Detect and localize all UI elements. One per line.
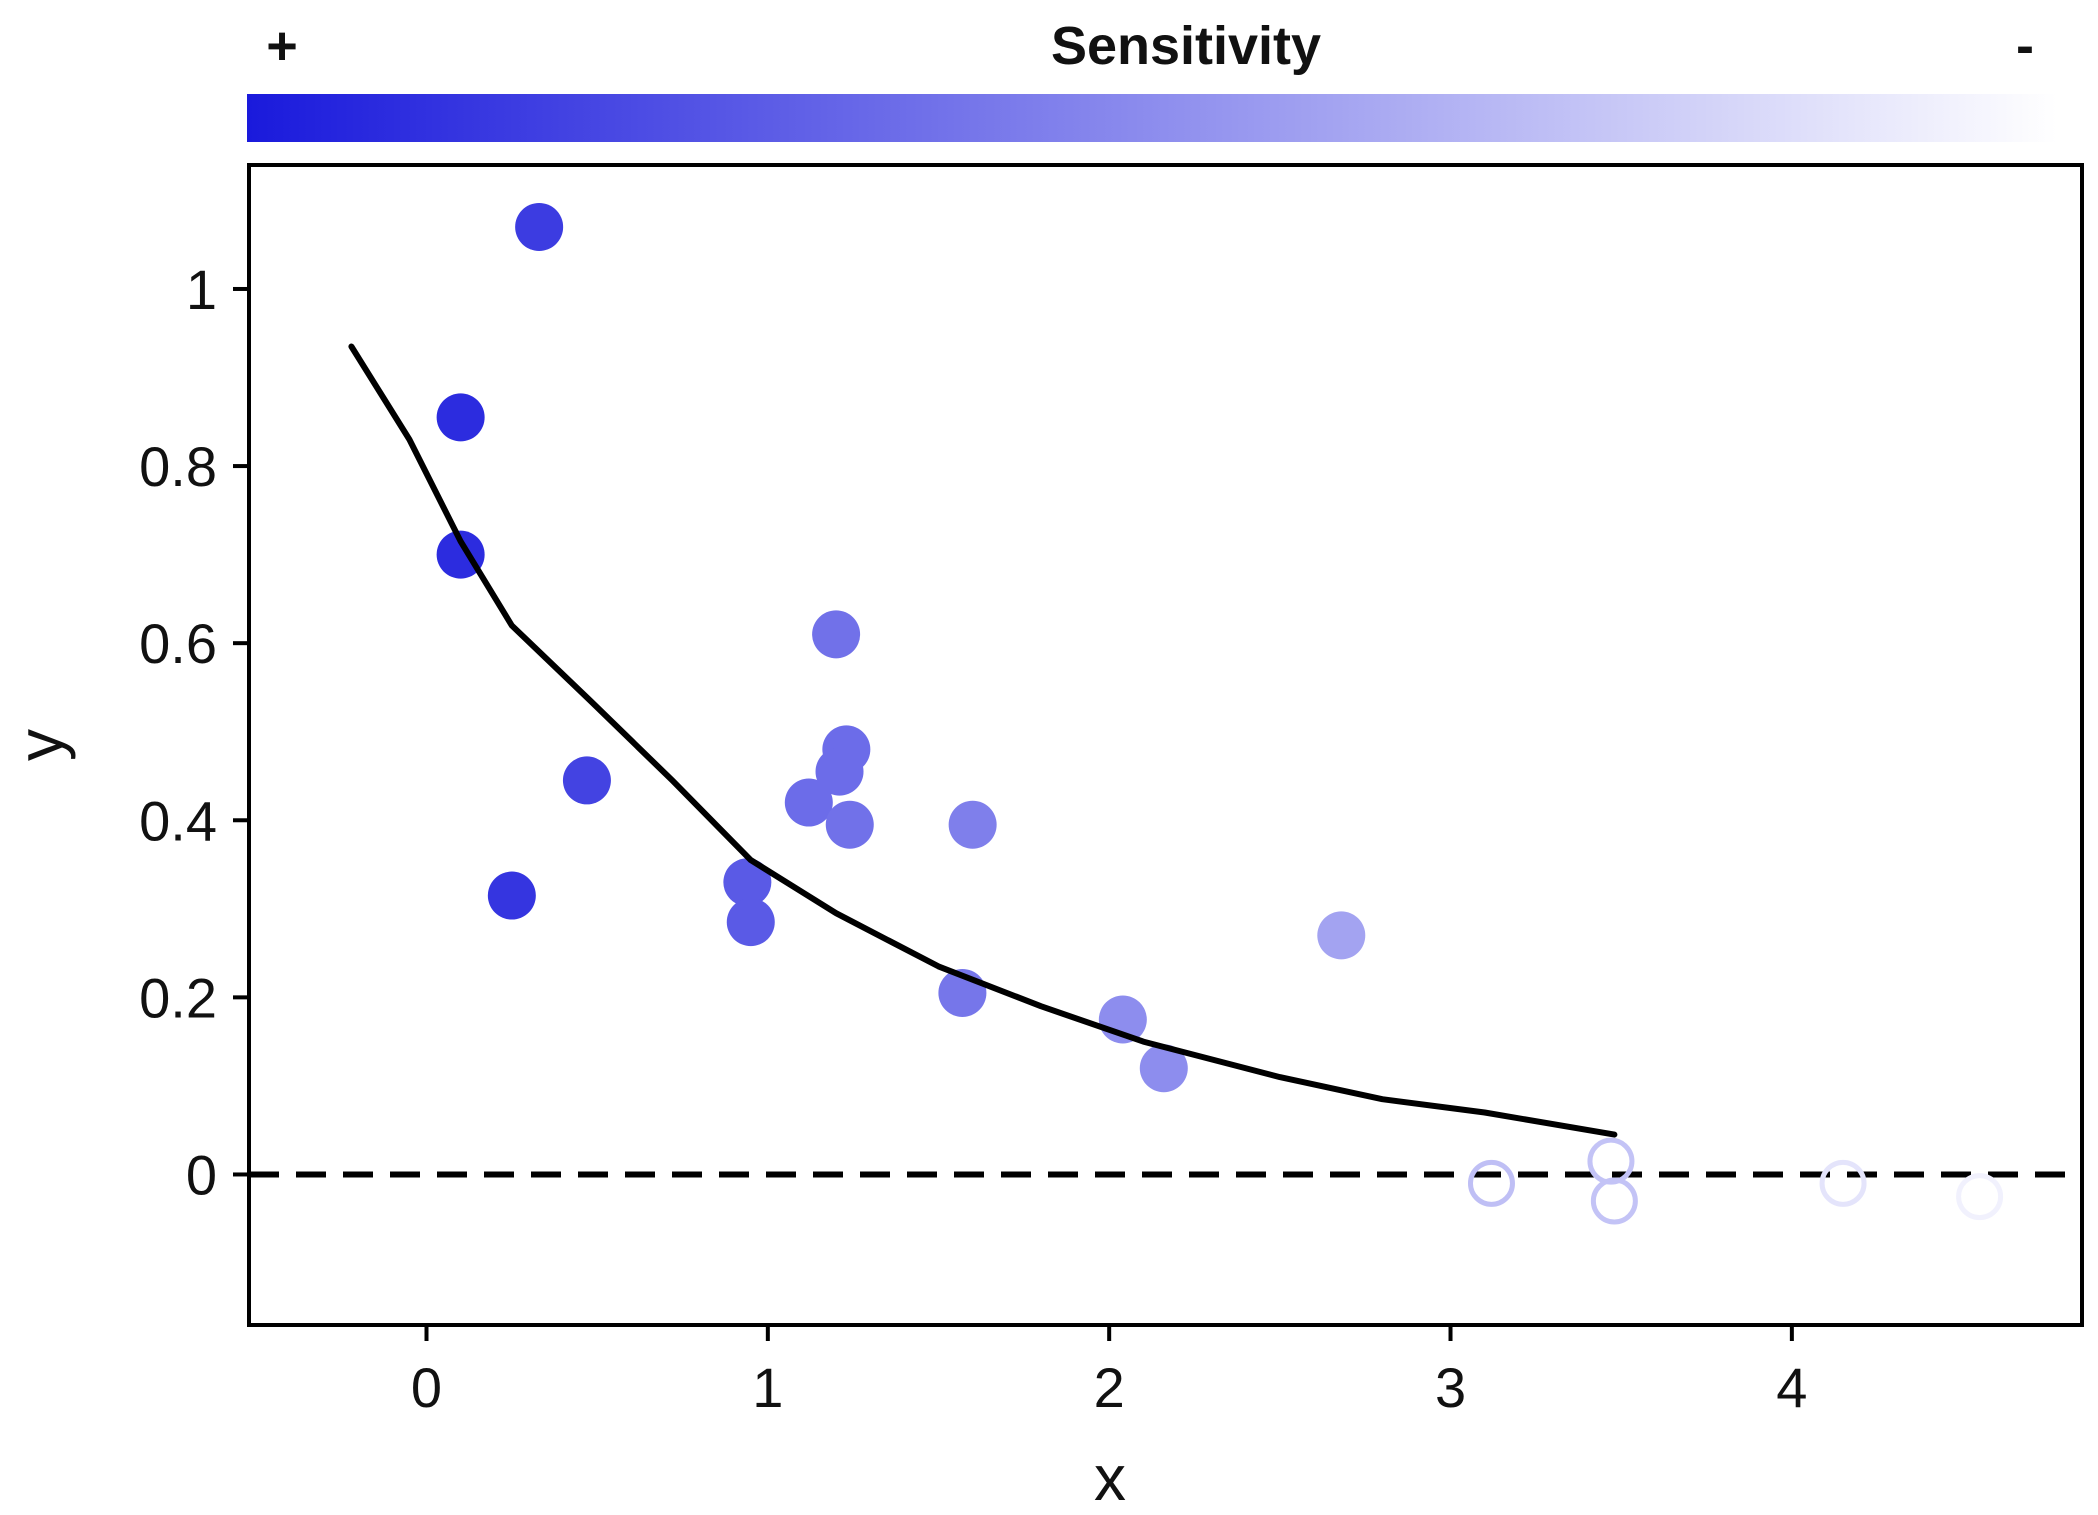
scatter-point [1819, 1159, 1867, 1207]
y-tick-label: 0.6 [139, 612, 217, 675]
colorbar-gradient [247, 94, 2057, 142]
y-tick-label: 0.2 [139, 966, 217, 1029]
scatter-point [1590, 1177, 1638, 1225]
scatter-point [784, 778, 833, 827]
y-tick-label: 1 [186, 258, 217, 321]
y-tick-label: 0 [186, 1143, 217, 1206]
scatter-point [825, 800, 874, 849]
y-tick-label: 0.8 [139, 435, 217, 498]
scatter-point [515, 202, 564, 251]
fit-curve [348, 343, 1618, 1138]
y-tick-label: 0.4 [139, 789, 217, 852]
x-tick-label: 3 [1435, 1356, 1466, 1419]
x-tick-label: 2 [1094, 1356, 1125, 1419]
scatter-point [726, 898, 775, 947]
scatter-point [815, 747, 864, 796]
scatter-point [948, 800, 997, 849]
x-tick-label: 1 [752, 1356, 783, 1419]
colorbar: + Sensitivity - [247, 16, 2057, 142]
scatter-point [1317, 911, 1366, 960]
scatter-point [1467, 1159, 1515, 1207]
x-axis-label: x [1094, 1442, 1126, 1514]
scatter-point [487, 871, 536, 920]
scatter-point [1587, 1137, 1635, 1185]
scatter-point [1139, 1044, 1188, 1093]
data-points [436, 202, 2004, 1225]
y-axis-ticks: 0 0.2 0.4 0.6 0.8 1 [139, 258, 249, 1206]
plot-frame [247, 163, 2084, 1327]
colorbar-high-label: + [266, 16, 298, 76]
x-tick-label: 4 [1776, 1356, 1807, 1419]
scatter-point [562, 756, 611, 805]
scatter-point [723, 858, 772, 907]
colorbar-low-label: - [2016, 16, 2034, 76]
x-axis-ticks: 0 1 2 3 4 [411, 1325, 1807, 1419]
scatter-point [1956, 1173, 2004, 1221]
colorbar-title: Sensitivity [1051, 16, 1321, 76]
scatter-point [436, 393, 485, 442]
scatter-point [812, 610, 861, 659]
x-tick-label: 0 [411, 1356, 442, 1419]
y-axis-label: y [4, 729, 76, 761]
